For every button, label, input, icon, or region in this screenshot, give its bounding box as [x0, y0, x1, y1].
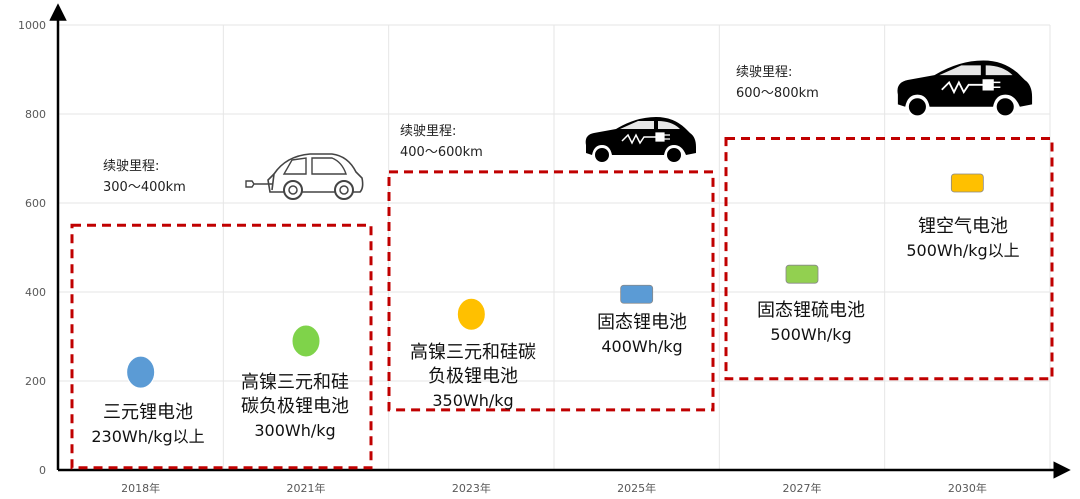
range-labels: 续驶里程: 300～400km 续驶里程: 400～600km 续驶里程: 600～800…: [103, 65, 819, 195]
y-tick-label: 0: [39, 464, 46, 477]
grid-lines: [58, 24, 1051, 470]
battery-spec-label: 230Wh/kg以上: [91, 427, 204, 446]
battery-marker: [126, 355, 156, 389]
stage-box: [724, 136, 1054, 381]
range-label-line: 300～400km: [103, 180, 186, 195]
battery-name-label: 高镍三元和硅: [241, 372, 349, 393]
battery-name-label: 高镍三元和硅碳: [410, 342, 536, 363]
x-tick-label: 2027年: [783, 481, 822, 495]
ev-outline-car-icon: [245, 153, 364, 200]
battery-spec-label: 350Wh/kg: [432, 391, 513, 410]
range-label: 续驶里程: 600～800km: [736, 65, 819, 101]
battery-markers: [126, 173, 984, 389]
y-tick-label: 200: [25, 375, 46, 388]
battery-marker: [785, 264, 819, 284]
y-axis-ticks: 0 200 400 600 800 1000: [18, 19, 46, 477]
battery-marker: [950, 173, 984, 193]
battery-name-label: 锂空气电池: [918, 216, 1008, 237]
battery-name-label: 负极锂电池: [428, 366, 518, 387]
stage-boxes: [70, 136, 1054, 470]
battery-name-label: 碳负极锂电池: [241, 396, 349, 417]
battery-spec-label: 300Wh/kg: [254, 421, 335, 440]
battery-marker: [620, 284, 654, 304]
range-label: 续驶里程: 400～600km: [400, 124, 483, 160]
battery-name-label: 固态锂电池: [597, 312, 687, 333]
battery-spec-label: 500Wh/kg: [770, 325, 851, 344]
range-label-line: 续驶里程:: [736, 65, 792, 80]
y-tick-label: 1000: [18, 19, 46, 32]
battery-spec-label: 400Wh/kg: [601, 337, 682, 356]
range-label-line: 续驶里程:: [400, 124, 456, 139]
x-tick-label: 2018年: [121, 481, 160, 495]
range-label-line: 400～600km: [400, 145, 483, 160]
battery-name-label: 固态锂硫电池: [757, 300, 865, 321]
x-tick-label: 2025年: [617, 481, 656, 495]
ev-black-car-icon: [897, 60, 1033, 118]
y-tick-label: 800: [25, 108, 46, 121]
range-label-line: 600～800km: [736, 86, 819, 101]
y-tick-label: 400: [25, 286, 46, 299]
stage-box: [387, 170, 715, 412]
x-axis-ticks: 2018年 2021年 2023年 2025年 2027年 2030年: [121, 481, 987, 495]
axes: [49, 3, 1071, 479]
stage-box: [70, 223, 373, 470]
y-tick-label: 600: [25, 197, 46, 210]
battery-spec-label: 500Wh/kg以上: [906, 241, 1019, 260]
range-label-line: 续驶里程:: [103, 159, 159, 174]
x-tick-label: 2023年: [452, 481, 491, 495]
cars: [245, 60, 1033, 200]
battery-name-label: 三元锂电池: [103, 402, 193, 423]
battery-marker: [456, 297, 486, 331]
range-label: 续驶里程: 300～400km: [103, 159, 186, 195]
x-tick-label: 2030年: [948, 481, 987, 495]
battery-marker: [291, 324, 321, 358]
ev-black-car-icon: [585, 117, 696, 164]
x-tick-label: 2021年: [287, 481, 326, 495]
